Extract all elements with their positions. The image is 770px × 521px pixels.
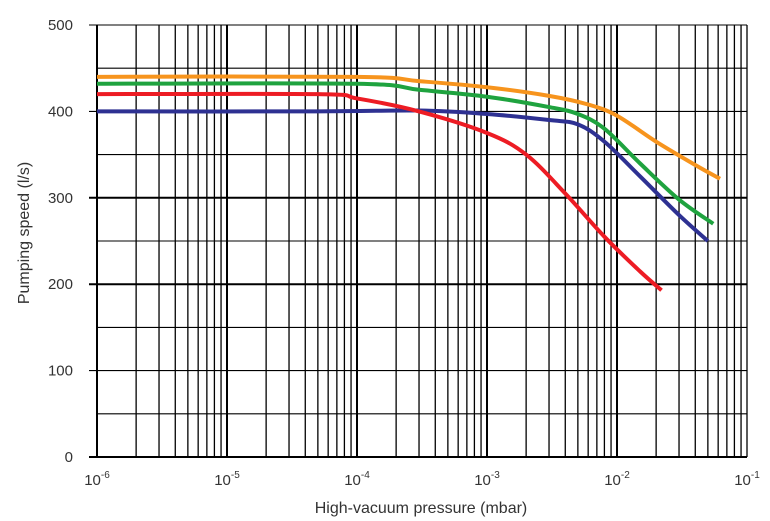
x-tick-exponent: -6 [101, 470, 110, 481]
x-tick-exponent: -2 [621, 470, 630, 481]
y-tick-label: 300 [48, 190, 73, 207]
x-tick-label: 10-6 [84, 470, 110, 489]
x-tick-base: 10 [214, 472, 231, 489]
x-tick-base: 10 [344, 472, 361, 489]
x-tick-exponent: -1 [751, 470, 760, 481]
y-tick-label: 100 [48, 363, 73, 380]
x-tick-exponent: -3 [491, 470, 500, 481]
y-tick-label: 400 [48, 103, 73, 120]
x-tick-label: 10-5 [214, 470, 240, 489]
x-tick-label: 10-1 [734, 470, 760, 489]
x-tick-exponent: -4 [361, 470, 370, 481]
y-axis-label: Pumping speed (l/s) [16, 162, 33, 304]
x-tick-label: 10-3 [474, 470, 500, 489]
x-tick-labels: 10-6 10-5 10-4 10-3 10-2 10-1 [84, 470, 760, 489]
x-tick-label: 10-4 [344, 470, 370, 489]
y-tick-label: 500 [48, 17, 73, 34]
x-tick-base: 10 [474, 472, 491, 489]
x-tick-base: 10 [604, 472, 621, 489]
y-tick-label: 200 [48, 276, 73, 293]
x-tick-exponent: -5 [231, 470, 240, 481]
x-axis-label: High-vacuum pressure (mbar) [315, 500, 528, 517]
x-tick-base: 10 [734, 472, 751, 489]
series-lines [97, 77, 720, 291]
y-tick-label: 0 [65, 449, 73, 466]
x-tick-label: 10-2 [604, 470, 630, 489]
x-tick-base: 10 [84, 472, 101, 489]
y-tick-labels: 0 100 200 300 400 500 [48, 17, 73, 466]
series-line-2 [97, 83, 713, 223]
